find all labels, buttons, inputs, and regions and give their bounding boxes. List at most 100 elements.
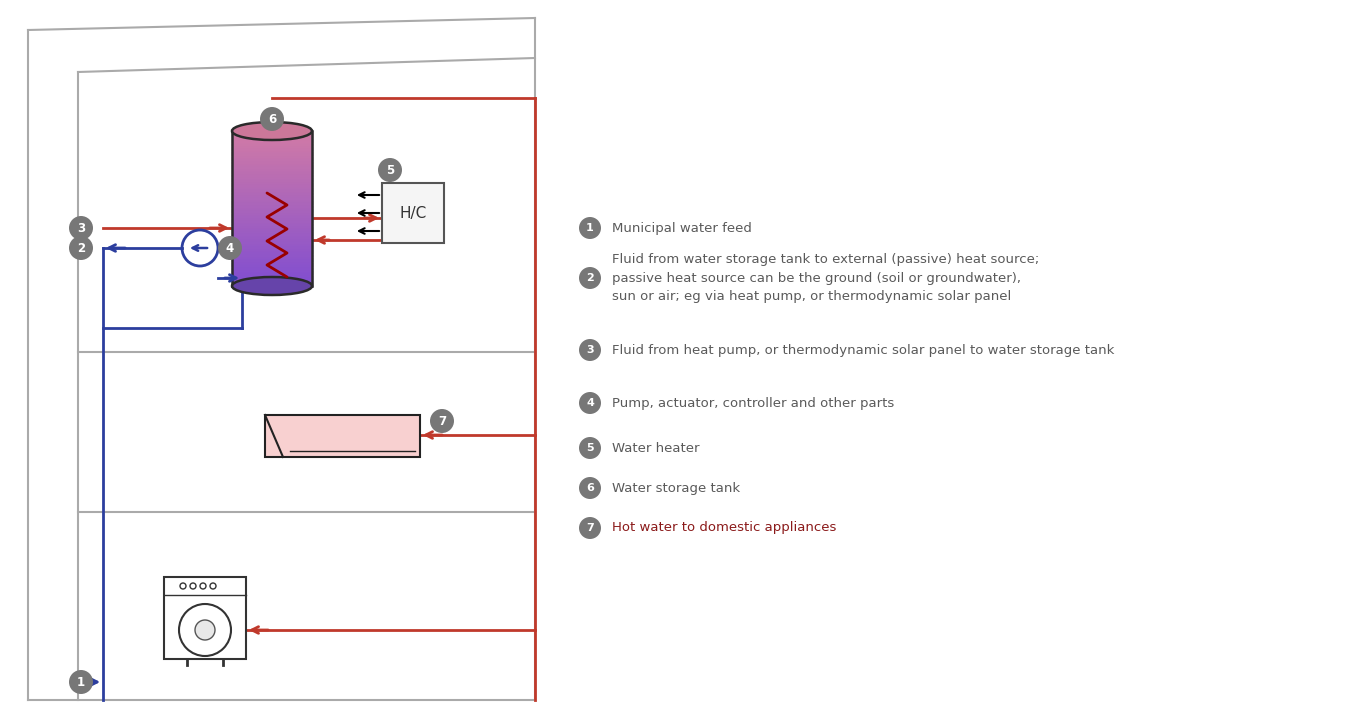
- Bar: [232, 239, 311, 243]
- Bar: [232, 211, 311, 215]
- Bar: [232, 242, 311, 246]
- Bar: [232, 160, 311, 163]
- Bar: [232, 250, 311, 254]
- Bar: [232, 180, 311, 183]
- Bar: [232, 265, 311, 269]
- Circle shape: [579, 267, 601, 289]
- Bar: [232, 224, 311, 228]
- Circle shape: [579, 517, 601, 539]
- Bar: [232, 188, 311, 191]
- Bar: [232, 154, 311, 158]
- Bar: [232, 206, 311, 210]
- Bar: [232, 232, 311, 236]
- Bar: [232, 203, 311, 207]
- Circle shape: [70, 216, 93, 240]
- Text: 5: 5: [586, 443, 594, 453]
- Bar: [232, 198, 311, 202]
- Bar: [232, 237, 311, 241]
- Bar: [232, 219, 311, 223]
- Bar: [232, 162, 311, 165]
- Bar: [232, 262, 311, 266]
- Text: Fluid from heat pump, or thermodynamic solar panel to water storage tank: Fluid from heat pump, or thermodynamic s…: [612, 344, 1115, 357]
- Circle shape: [210, 583, 216, 589]
- Bar: [232, 173, 311, 176]
- Text: Fluid from water storage tank to external (passive) heat source;
passive heat so: Fluid from water storage tank to externa…: [612, 253, 1040, 303]
- Bar: [232, 216, 311, 220]
- Bar: [232, 273, 311, 277]
- Text: 1: 1: [76, 676, 85, 689]
- Bar: [232, 209, 311, 212]
- Bar: [232, 149, 311, 153]
- Bar: [232, 255, 311, 259]
- Text: 4: 4: [225, 241, 234, 254]
- Bar: [164, 577, 246, 659]
- Text: Water heater: Water heater: [612, 442, 699, 455]
- Bar: [232, 146, 311, 150]
- Bar: [232, 276, 311, 279]
- Text: 1: 1: [586, 223, 594, 233]
- Circle shape: [579, 477, 601, 499]
- Bar: [382, 183, 444, 243]
- Bar: [232, 138, 311, 142]
- Bar: [232, 183, 311, 186]
- Bar: [232, 152, 311, 155]
- Circle shape: [180, 583, 186, 589]
- Bar: [232, 196, 311, 199]
- Bar: [232, 270, 311, 274]
- Text: Municipal water feed: Municipal water feed: [612, 222, 751, 234]
- Text: Pump, actuator, controller and other parts: Pump, actuator, controller and other par…: [612, 397, 895, 410]
- Text: Hot water to domestic appliances: Hot water to domestic appliances: [612, 521, 836, 534]
- Bar: [232, 234, 311, 238]
- Bar: [232, 144, 311, 147]
- Text: 6: 6: [268, 112, 276, 125]
- Bar: [232, 165, 311, 168]
- Circle shape: [260, 107, 284, 131]
- Text: 3: 3: [76, 222, 85, 234]
- Bar: [232, 260, 311, 264]
- Bar: [232, 133, 311, 137]
- Bar: [232, 229, 311, 233]
- Ellipse shape: [232, 277, 311, 295]
- Bar: [265, 415, 419, 457]
- Bar: [232, 167, 311, 171]
- Text: 7: 7: [586, 523, 594, 533]
- Bar: [232, 131, 311, 135]
- Circle shape: [199, 583, 206, 589]
- Circle shape: [579, 339, 601, 361]
- Bar: [232, 201, 311, 204]
- Circle shape: [190, 583, 195, 589]
- Circle shape: [579, 217, 601, 239]
- Text: 2: 2: [586, 273, 594, 283]
- Bar: [232, 141, 311, 145]
- Circle shape: [70, 670, 93, 694]
- Text: 4: 4: [586, 398, 594, 408]
- Text: H/C: H/C: [399, 205, 426, 220]
- Circle shape: [579, 392, 601, 414]
- Bar: [232, 227, 311, 230]
- Bar: [232, 170, 311, 173]
- Bar: [232, 175, 311, 178]
- Bar: [232, 131, 311, 286]
- Bar: [232, 244, 311, 248]
- Bar: [232, 136, 311, 140]
- Bar: [232, 157, 311, 160]
- Circle shape: [70, 236, 93, 260]
- Bar: [232, 268, 311, 271]
- Circle shape: [195, 620, 214, 640]
- Bar: [232, 221, 311, 225]
- Text: Water storage tank: Water storage tank: [612, 481, 740, 494]
- Bar: [232, 178, 311, 181]
- Bar: [232, 283, 311, 287]
- Text: 3: 3: [586, 345, 594, 355]
- Bar: [232, 281, 311, 284]
- Circle shape: [378, 158, 402, 182]
- Ellipse shape: [232, 122, 311, 140]
- Bar: [232, 186, 311, 188]
- Circle shape: [219, 236, 242, 260]
- Bar: [232, 214, 311, 218]
- Bar: [232, 252, 311, 256]
- Bar: [232, 247, 311, 251]
- Bar: [232, 191, 311, 194]
- Text: 6: 6: [586, 483, 594, 493]
- Circle shape: [430, 409, 454, 433]
